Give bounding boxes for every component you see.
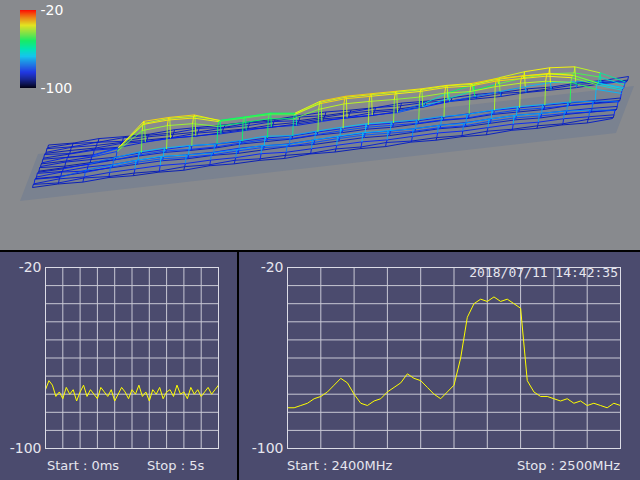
svg-text:-100: -100 bbox=[252, 440, 284, 456]
svg-text:-20: -20 bbox=[41, 2, 64, 18]
html-text:Stop : 2500MHz: Stop : 2500MHz bbox=[516, 458, 620, 473]
html-text:2018/07/11 14:42:35: 2018/07/11 14:42:35 bbox=[469, 265, 618, 280]
svg-text:-100: -100 bbox=[10, 440, 42, 456]
svg-text:-20: -20 bbox=[19, 259, 42, 275]
svg-text:-20: -20 bbox=[261, 259, 284, 275]
html-text:Start : 2400MHz: Start : 2400MHz bbox=[287, 458, 393, 473]
html-text:Stop : 5s: Stop : 5s bbox=[147, 458, 205, 473]
html-text:Start : 0ms: Start : 0ms bbox=[47, 458, 120, 473]
svg-text:-100: -100 bbox=[41, 80, 73, 96]
